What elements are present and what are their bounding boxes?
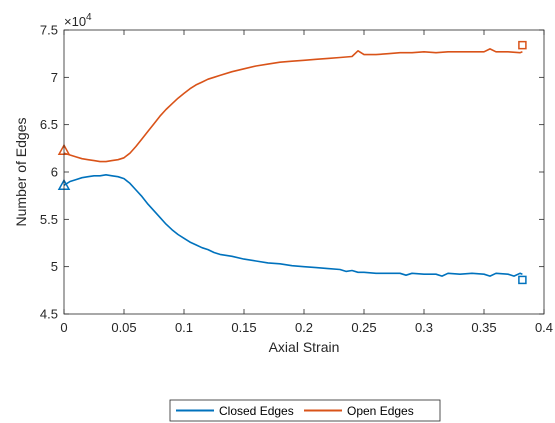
x-tick-label: 0.35 <box>471 320 496 335</box>
x-tick-label: 0.05 <box>111 320 136 335</box>
legend-label: Open Edges <box>347 404 414 418</box>
axes-box <box>63 29 545 315</box>
series-line <box>63 48 523 163</box>
x-tick-label: 0.15 <box>231 320 256 335</box>
plot-area <box>57 40 527 285</box>
x-tick-label: 0.4 <box>535 320 553 335</box>
y-tick-label: 5.5 <box>40 212 58 227</box>
y-tick-label: 5 <box>51 259 58 274</box>
x-axis-label: Axial Strain <box>269 339 340 355</box>
axes: 0 0.05 0.1 0.15 0.2 0.25 0.3 0.35 0.4 4.5 5 5.5 6 6.5… <box>40 23 553 336</box>
x-tick-label: 0 <box>60 320 67 335</box>
y-tick-label: 6 <box>51 165 58 180</box>
x-tick-label: 0.25 <box>351 320 376 335</box>
x-tick-label: 0.2 <box>295 320 313 335</box>
y-tick-label: 6.5 <box>40 117 58 132</box>
series-line <box>63 174 523 277</box>
end-marker <box>518 40 527 50</box>
x-tick-label: 0.1 <box>175 320 193 335</box>
legend: Closed Edges Open Edges <box>169 399 441 422</box>
x-tick-label: 0.3 <box>415 320 433 335</box>
y-exponent-power: 4 <box>86 12 92 23</box>
legend-label: Closed Edges <box>219 404 294 418</box>
y-tick-label: 4.5 <box>40 307 58 322</box>
y-exponent-base: ×10 <box>64 14 86 29</box>
y-tick-label: 7.5 <box>40 23 58 38</box>
end-marker <box>518 275 527 285</box>
y-tick-label: 7 <box>51 70 58 85</box>
y-exponent-label: ×10 4 <box>64 12 92 29</box>
y-axis-label: Number of Edges <box>13 118 29 227</box>
